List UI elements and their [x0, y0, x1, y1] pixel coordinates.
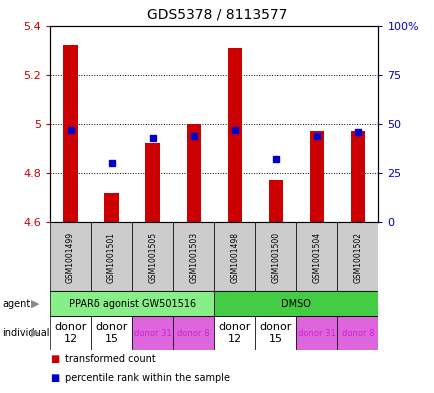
Text: GSM1001504: GSM1001504 — [312, 232, 321, 283]
Bar — [214, 316, 255, 350]
Text: donor
12: donor 12 — [218, 322, 250, 344]
Text: ■: ■ — [50, 354, 59, 364]
Text: donor
12: donor 12 — [54, 322, 86, 344]
Bar — [337, 316, 378, 350]
Text: GSM1001498: GSM1001498 — [230, 232, 239, 283]
Text: GSM1001499: GSM1001499 — [66, 232, 75, 283]
Text: GSM1001502: GSM1001502 — [352, 232, 362, 283]
Text: GSM1001505: GSM1001505 — [148, 232, 157, 283]
Text: percentile rank within the sample: percentile rank within the sample — [65, 373, 230, 383]
Text: donor 31: donor 31 — [297, 329, 335, 338]
Bar — [309, 131, 323, 222]
Text: ▶: ▶ — [31, 328, 40, 338]
Bar — [104, 193, 118, 222]
Text: ▶: ▶ — [31, 299, 40, 309]
Text: agent: agent — [2, 299, 30, 309]
Bar — [214, 222, 255, 291]
Bar — [350, 131, 364, 222]
Text: PPARδ agonist GW501516: PPARδ agonist GW501516 — [69, 299, 195, 309]
Bar — [63, 45, 78, 222]
Bar — [186, 124, 201, 222]
Text: DMSO: DMSO — [281, 299, 311, 309]
Bar — [214, 291, 378, 316]
Text: GDS5378 / 8113577: GDS5378 / 8113577 — [147, 7, 287, 22]
Text: ■: ■ — [50, 373, 59, 383]
Text: donor 31: donor 31 — [134, 329, 171, 338]
Text: individual: individual — [2, 328, 49, 338]
Bar — [173, 222, 214, 291]
Bar — [132, 316, 173, 350]
Bar — [50, 222, 91, 291]
Bar — [337, 222, 378, 291]
Bar — [91, 222, 132, 291]
Bar — [255, 222, 296, 291]
Bar — [173, 316, 214, 350]
Bar — [296, 222, 337, 291]
Text: donor 8: donor 8 — [341, 329, 373, 338]
Text: GSM1001503: GSM1001503 — [189, 232, 198, 283]
Bar — [132, 222, 173, 291]
Text: donor
15: donor 15 — [259, 322, 291, 344]
Text: donor 8: donor 8 — [177, 329, 210, 338]
Text: donor
15: donor 15 — [95, 322, 128, 344]
Text: GSM1001501: GSM1001501 — [107, 232, 116, 283]
Bar — [50, 316, 91, 350]
Bar — [268, 180, 283, 222]
Bar — [255, 316, 296, 350]
Bar — [227, 48, 241, 222]
Bar — [91, 316, 132, 350]
Text: transformed count: transformed count — [65, 354, 156, 364]
Bar — [296, 316, 337, 350]
Bar — [50, 291, 214, 316]
Bar — [145, 143, 159, 222]
Text: GSM1001500: GSM1001500 — [271, 232, 279, 283]
